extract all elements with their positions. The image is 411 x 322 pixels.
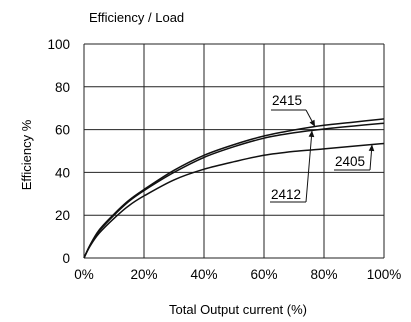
series-layer — [83, 118, 385, 259]
series-line-2405 — [83, 142, 385, 259]
leader-line-2412 — [305, 130, 313, 203]
y-tick-label: 20 — [55, 208, 70, 223]
chart-title: Efficiency / Load — [89, 10, 184, 25]
y-tick-label: 60 — [55, 123, 70, 138]
y-tick-label: 40 — [55, 165, 70, 180]
x-tick-label: 60% — [250, 267, 277, 282]
series-line-2412 — [83, 122, 385, 259]
series-label-2415: 2415 — [272, 93, 302, 108]
grid — [83, 43, 385, 259]
y-axis-label: Efficiency % — [19, 119, 34, 190]
x-tick-label: 20% — [130, 267, 157, 282]
x-tick-label: 80% — [310, 267, 337, 282]
series-label-2405: 2405 — [335, 154, 365, 169]
y-tick-label: 0 — [62, 251, 70, 266]
series-label-2412: 2412 — [271, 187, 301, 202]
tick-labels: 0% 20% 40% 60% 80% 100% 0 20 40 60 80 100 — [47, 37, 401, 282]
x-tick-label: 0% — [74, 267, 94, 282]
arrowhead-2415 — [309, 119, 315, 127]
series-annotations: 2415 2412 2405 — [270, 93, 375, 203]
x-tick-label: 100% — [367, 267, 402, 282]
arrowhead-2412 — [308, 130, 315, 138]
y-tick-label: 80 — [55, 80, 70, 95]
y-tick-label: 100 — [47, 37, 70, 52]
x-tick-label: 40% — [190, 267, 217, 282]
series-line-2415 — [83, 118, 385, 259]
arrowhead-2405 — [368, 144, 375, 152]
x-axis-label: Total Output current (%) — [169, 302, 307, 317]
